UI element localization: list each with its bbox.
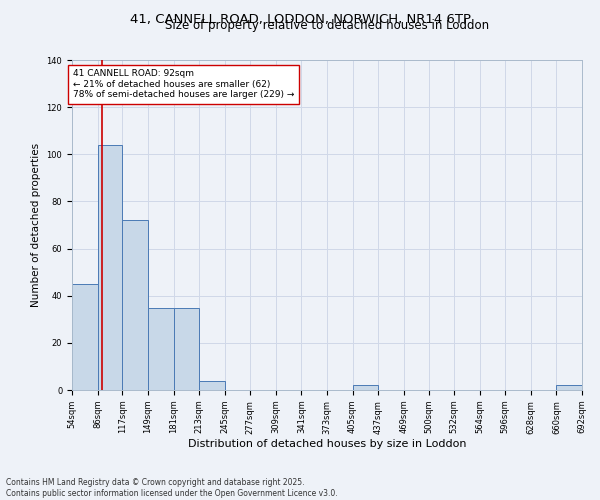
Y-axis label: Number of detached properties: Number of detached properties [31, 143, 41, 307]
Bar [72, 284, 98, 390]
Text: 41, CANNELL ROAD, LODDON, NORWICH, NR14 6TP: 41, CANNELL ROAD, LODDON, NORWICH, NR14 … [130, 12, 470, 26]
Bar [173, 308, 199, 390]
X-axis label: Distribution of detached houses by size in Loddon: Distribution of detached houses by size … [188, 440, 466, 450]
Text: 41 CANNELL ROAD: 92sqm
← 21% of detached houses are smaller (62)
78% of semi-det: 41 CANNELL ROAD: 92sqm ← 21% of detached… [73, 70, 294, 99]
Text: Contains HM Land Registry data © Crown copyright and database right 2025.
Contai: Contains HM Land Registry data © Crown c… [6, 478, 338, 498]
Bar [98, 145, 122, 390]
Bar [556, 386, 582, 390]
Bar [148, 308, 173, 390]
Bar [199, 380, 224, 390]
Title: Size of property relative to detached houses in Loddon: Size of property relative to detached ho… [165, 20, 489, 32]
Bar [353, 386, 378, 390]
Bar [122, 220, 148, 390]
